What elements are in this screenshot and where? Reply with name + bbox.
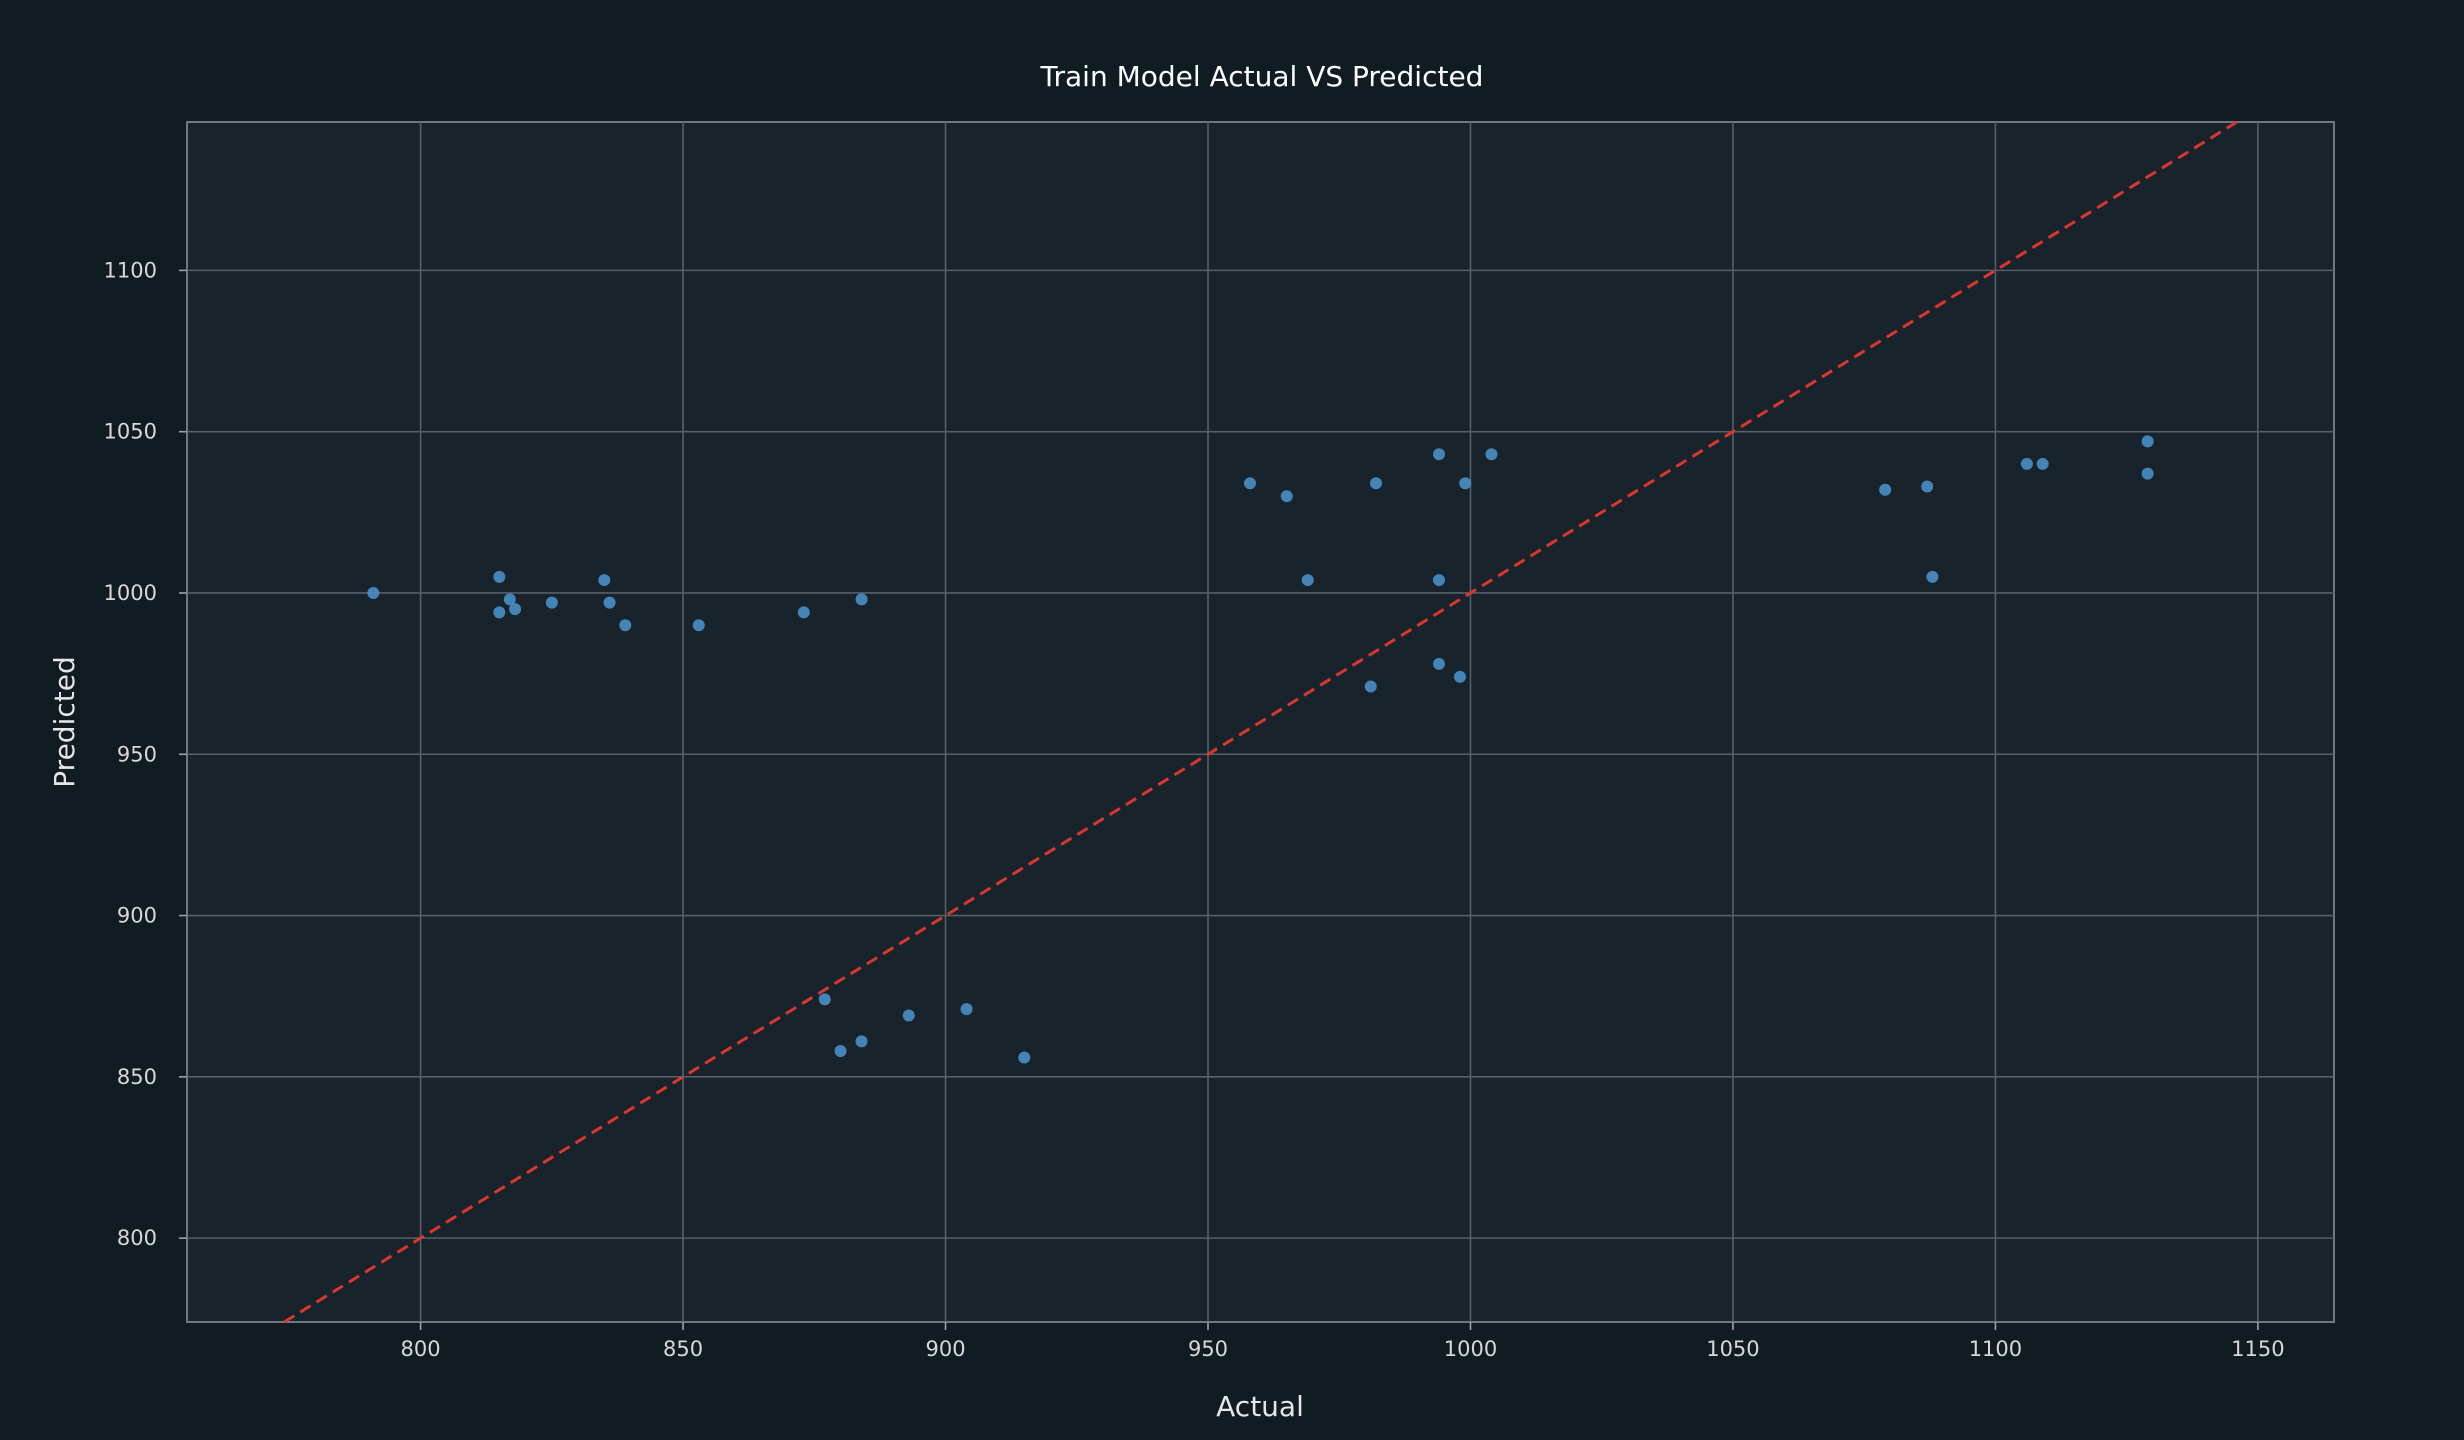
y-tick-label: 800 [117, 1226, 157, 1250]
data-point [797, 606, 810, 619]
data-point [367, 586, 380, 599]
data-point [1459, 477, 1472, 490]
data-point [960, 1003, 973, 1016]
x-tick-label: 850 [663, 1337, 703, 1361]
data-point [1926, 570, 1939, 583]
data-point [1244, 477, 1257, 490]
x-tick-label: 1150 [2231, 1337, 2284, 1361]
axis-ticks: 800 850 900 950 1000 1050 1100 1150 800 850 900 950… [104, 258, 2285, 1361]
y-tick-label: 850 [117, 1065, 157, 1089]
data-points [367, 435, 2154, 1064]
x-tick-label: 900 [925, 1337, 965, 1361]
data-point [509, 603, 522, 616]
y-tick-label: 900 [117, 904, 157, 928]
data-point [1921, 480, 1934, 493]
data-point [503, 593, 516, 606]
y-tick-label: 1000 [104, 581, 157, 605]
data-point [493, 606, 506, 619]
data-point [1453, 670, 1466, 683]
data-point [1369, 477, 1382, 490]
data-point [834, 1045, 847, 1058]
x-tick-label: 1000 [1444, 1337, 1497, 1361]
data-point [598, 574, 611, 587]
data-point [855, 593, 868, 606]
data-point [1364, 680, 1377, 693]
y-tick-label: 1050 [104, 420, 157, 444]
data-point [1301, 574, 1314, 587]
reference-line-group [283, 120, 2238, 1324]
grid [187, 122, 2334, 1322]
data-point [493, 570, 506, 583]
data-point [2141, 435, 2154, 448]
x-tick-label: 1100 [1969, 1337, 2022, 1361]
chart-title: Train Model Actual VS Predicted [1040, 60, 1484, 93]
x-axis-label: Actual [1216, 1390, 1304, 1423]
data-point [545, 596, 558, 609]
y-tick-label: 1100 [104, 258, 157, 282]
data-point [1485, 448, 1498, 461]
data-point [2141, 467, 2154, 480]
y-tick-label: 950 [117, 742, 157, 766]
data-point [1432, 448, 1445, 461]
reference-line [283, 120, 2238, 1324]
data-point [619, 619, 632, 632]
data-point [603, 596, 616, 609]
data-point [2020, 457, 2033, 470]
y-axis-label: Predicted [48, 656, 81, 787]
data-point [1018, 1051, 1031, 1064]
data-point [818, 993, 831, 1006]
x-tick-label: 950 [1188, 1337, 1228, 1361]
data-point [1879, 483, 1892, 496]
data-point [855, 1035, 868, 1048]
x-tick-label: 800 [401, 1337, 441, 1361]
x-tick-label: 1050 [1706, 1337, 1759, 1361]
data-point [902, 1009, 915, 1022]
data-point [692, 619, 705, 632]
data-point [1432, 574, 1445, 587]
data-point [1432, 657, 1445, 670]
data-point [2036, 457, 2049, 470]
data-point [1280, 490, 1293, 503]
